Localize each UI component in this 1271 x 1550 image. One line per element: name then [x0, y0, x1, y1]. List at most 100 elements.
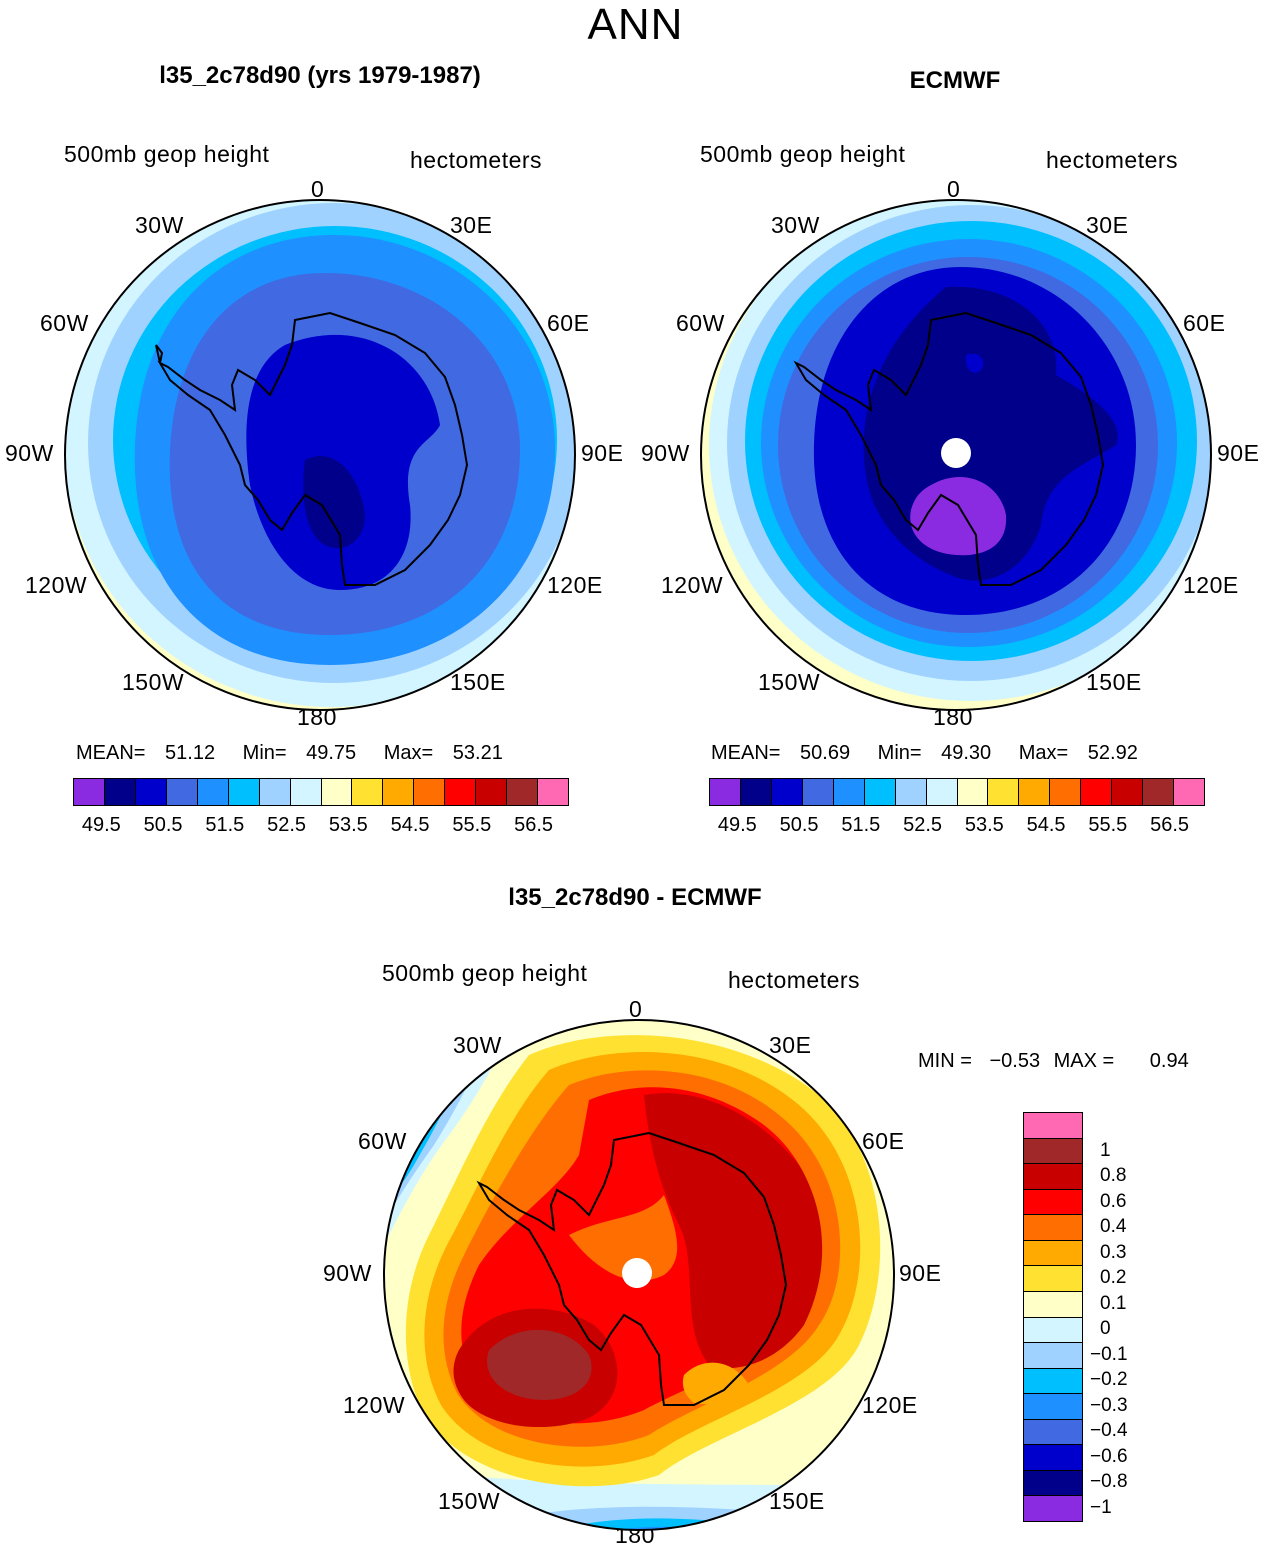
panel-2-lon-150w: 150W: [758, 669, 821, 695]
colorbar-tick-label: 50.5: [143, 814, 183, 836]
colorbar-tick-label: 50.5: [779, 814, 819, 836]
panel-1-field-label: 500mb geop height: [64, 141, 270, 167]
panel-1-lon-0: 0: [311, 176, 325, 202]
colorbar-bin: [538, 779, 568, 805]
panel-1-mean-label: MEAN=: [76, 742, 146, 764]
colorbar-bin: [228, 779, 260, 805]
panel-2-pole-marker: [941, 438, 971, 468]
colorbar-bin: [1143, 779, 1175, 805]
colorbar-tick-label: 55.5: [1088, 814, 1128, 836]
panel-1-min-label: Min=: [242, 742, 287, 764]
colorbar-bin: [1019, 779, 1051, 805]
colorbar-bin: [895, 779, 927, 805]
panel-2-max-label: Max=: [1018, 742, 1069, 764]
colorbar-tick-label: 53.5: [328, 814, 368, 836]
diff-field-label: 500mb geop height: [382, 960, 588, 986]
panel-1-lon-60e: 60E: [547, 310, 590, 336]
diff-legend-label: 0.8: [1100, 1165, 1127, 1186]
diff-minmax: MIN = −0.53 MAX = 0.94: [918, 1050, 1189, 1073]
colorbar-bin: [957, 779, 989, 805]
diff-lon-90e: 90E: [899, 1260, 942, 1286]
diff-legend-label: 0.4: [1100, 1216, 1127, 1237]
panel-1-title: l35_2c78d90 (yrs 1979-1987): [159, 62, 481, 89]
colorbar-bin: [988, 779, 1020, 805]
diff-legend-label: −1: [1090, 1496, 1112, 1518]
colorbar-bin: [740, 779, 772, 805]
diff-polar-map: [383, 1019, 895, 1531]
colorbar-tick-label: 51.5: [841, 814, 881, 836]
panel-2-lon-90e: 90E: [1217, 440, 1260, 466]
panel-2-lon-120e: 120E: [1183, 572, 1239, 598]
diff-legend-labels: 1 0.8 0.6 0.4 0.3 0.2 0.1 0 −0.1 −0.2 −0.3 −0.4 −0.6…: [1090, 1112, 1170, 1520]
diff-lon-0: 0: [629, 996, 643, 1022]
panel-2-polar-map: [700, 199, 1212, 711]
panel-2-lon-120w: 120W: [661, 572, 724, 598]
colorbar-bin: [802, 779, 834, 805]
diff-legend-label: 0.1: [1100, 1292, 1127, 1314]
colorbar-tick-label: 54.5: [390, 814, 430, 836]
colorbar-bin: [864, 779, 896, 805]
diff-lon-60w: 60W: [358, 1128, 407, 1154]
colorbar-bin: [710, 779, 741, 805]
diff-legend-swatch: [1024, 1113, 1082, 1139]
diff-legend-swatch: [1024, 1164, 1082, 1190]
colorbar-bin: [476, 779, 508, 805]
panel-2-lon-90w: 90W: [641, 440, 690, 466]
panel-2-stats: MEAN= 50.69 Min= 49.30 Max= 52.92: [711, 742, 1138, 765]
colorbar-bin: [1081, 779, 1113, 805]
diff-legend-swatch: [1024, 1266, 1082, 1292]
diff-legend-label: 1: [1100, 1139, 1111, 1161]
colorbar-tick-label: 52.5: [267, 814, 307, 836]
diff-legend-swatch: [1024, 1240, 1082, 1267]
diff-max-value: 0.94: [1149, 1050, 1189, 1072]
diff-min-value: −0.53: [989, 1050, 1041, 1072]
diff-pole-marker: [622, 1258, 652, 1288]
panel-2-lon-30w: 30W: [771, 212, 820, 238]
diff-legend-label: −0.6: [1090, 1445, 1128, 1467]
colorbar-bin: [1112, 779, 1144, 805]
panel-2-mean-label: MEAN=: [711, 742, 781, 764]
colorbar-tick-label: 56.5: [1150, 814, 1190, 836]
diff-legend-swatch: [1024, 1419, 1082, 1446]
colorbar-tick-label: 56.5: [514, 814, 554, 836]
panel-1-lon-30e: 30E: [450, 212, 493, 238]
diff-lon-90w: 90W: [323, 1260, 372, 1286]
diff-legend-swatch: [1024, 1496, 1082, 1521]
panel-2-lon-0: 0: [947, 176, 961, 202]
panel-2-lon-60e: 60E: [1183, 310, 1226, 336]
panel-1-min-value: 49.75: [306, 742, 357, 764]
panel-1-mean-value: 51.12: [165, 742, 216, 764]
diff-lon-60e: 60E: [862, 1128, 905, 1154]
diff-legend-label: −0.1: [1090, 1343, 1128, 1365]
colorbar-bin: [197, 779, 229, 805]
panel-1-units-label: hectometers: [410, 147, 543, 173]
diff-legend-swatch: [1024, 1138, 1082, 1165]
panel-1-colorbar-ticks: 49.5 50.5 51.5 52.5 53.5 54.5 55.5 56.5: [73, 814, 567, 840]
diff-legend-label: 0.3: [1100, 1241, 1127, 1263]
colorbar-bin: [290, 779, 322, 805]
panel-1-max-value: 53.21: [452, 742, 503, 764]
diff-units-label: hectometers: [728, 967, 861, 993]
panel-2-lon-60w: 60W: [676, 310, 725, 336]
colorbar-bin: [414, 779, 446, 805]
colorbar-bin: [507, 779, 539, 805]
colorbar-tick-label: 49.5: [717, 814, 757, 836]
diff-legend-label: 0: [1100, 1318, 1111, 1339]
diff-lon-150w: 150W: [438, 1488, 501, 1514]
panel-2-min-label: Min=: [877, 742, 922, 764]
colorbar-tick-label: 51.5: [205, 814, 245, 836]
diff-legend-swatch: [1024, 1215, 1082, 1241]
panel-1-lon-150e: 150E: [450, 669, 506, 695]
panel-2-mean-value: 50.69: [800, 742, 851, 764]
diff-lon-120e: 120E: [862, 1392, 918, 1418]
panel-1-lon-120w: 120W: [25, 572, 88, 598]
colorbar-bin: [104, 779, 136, 805]
panel-2-lon-30e: 30E: [1086, 212, 1129, 238]
colorbar-bin: [135, 779, 167, 805]
panel-2-max-value: 52.92: [1087, 742, 1138, 764]
colorbar-bin: [1050, 779, 1082, 805]
diff-lon-30w: 30W: [453, 1032, 502, 1058]
diff-legend-swatch: [1024, 1343, 1082, 1369]
diff-legend-swatch: [1024, 1445, 1082, 1471]
colorbar-bin: [926, 779, 958, 805]
